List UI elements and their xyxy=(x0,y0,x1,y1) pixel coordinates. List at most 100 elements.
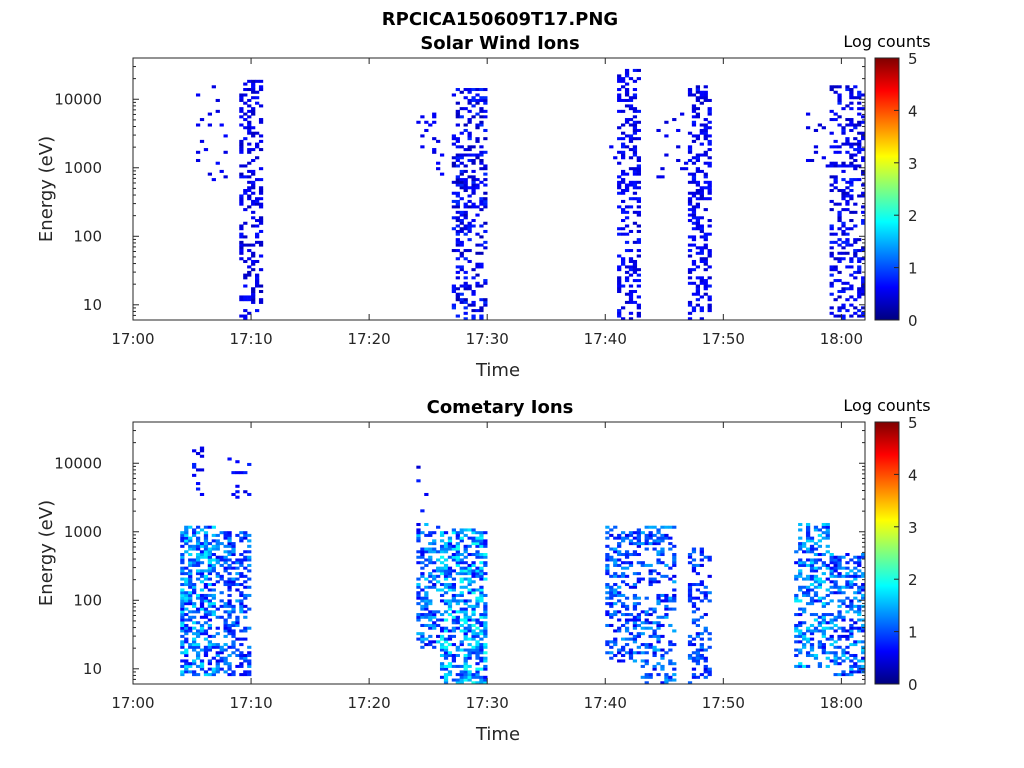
heatmap-cell xyxy=(203,577,209,581)
heatmap-cell xyxy=(428,547,433,551)
heatmap-cell xyxy=(833,640,838,644)
heatmap-cell xyxy=(459,681,464,685)
heatmap-cell xyxy=(703,128,708,132)
heatmap-cell xyxy=(617,183,622,187)
heatmap-cell xyxy=(243,295,248,299)
heatmap-cell xyxy=(483,115,488,119)
heatmap-cell xyxy=(463,547,468,551)
heatmap-cell xyxy=(687,243,693,247)
heatmap-cell xyxy=(247,197,252,201)
heatmap-cell xyxy=(632,191,638,195)
heatmap-cell xyxy=(861,107,866,111)
heatmap-cell xyxy=(455,550,460,554)
heatmap-cell xyxy=(199,580,205,584)
heatmap-cell xyxy=(699,317,704,321)
heatmap-cell xyxy=(436,618,441,622)
heatmap-cell xyxy=(805,522,811,527)
heatmap-cell xyxy=(459,298,464,302)
heatmap-cell xyxy=(184,626,189,630)
heatmap-cell xyxy=(821,522,826,527)
heatmap-cell xyxy=(247,492,252,496)
heatmap-cell xyxy=(861,131,866,135)
heatmap-cell xyxy=(207,112,213,116)
heatmap-cell xyxy=(483,623,488,627)
heatmap-cell xyxy=(447,544,453,548)
heatmap-cell xyxy=(632,167,638,171)
heatmap-cell xyxy=(439,531,445,535)
heatmap-cell xyxy=(479,585,484,589)
heatmap-cell xyxy=(825,536,830,540)
heatmap-cell xyxy=(691,618,697,622)
heatmap-cell xyxy=(605,525,610,529)
heatmap-cell xyxy=(621,531,626,535)
heatmap-cell xyxy=(841,555,846,559)
heatmap-cell xyxy=(192,610,197,614)
heatmap-cell xyxy=(605,563,610,567)
heatmap-cell xyxy=(652,547,657,551)
heatmap-cell xyxy=(821,629,826,633)
heatmap-cell xyxy=(652,542,657,546)
heatmap-cell xyxy=(239,93,244,97)
heatmap-cell xyxy=(833,178,838,182)
heatmap-cell xyxy=(443,563,449,567)
heatmap-cell xyxy=(837,613,842,617)
heatmap-cell xyxy=(845,180,850,184)
heatmap-cell xyxy=(207,602,213,606)
heatmap-cell xyxy=(247,148,252,152)
heatmap-cell xyxy=(432,574,437,578)
heatmap-cell xyxy=(243,137,248,141)
heatmap-cell xyxy=(703,629,708,633)
heatmap-cell xyxy=(813,561,819,565)
heatmap-cell xyxy=(451,599,457,603)
heatmap-cell xyxy=(861,659,866,663)
heatmap-cell xyxy=(691,659,697,663)
heatmap-cell xyxy=(672,662,677,666)
heatmap-cell xyxy=(660,648,665,652)
heatmap-cell xyxy=(195,563,201,567)
heatmap-cell xyxy=(247,128,252,132)
heatmap-cell xyxy=(247,131,252,135)
heatmap-cell xyxy=(439,653,445,658)
heatmap-cell xyxy=(432,137,437,141)
heatmap-cell xyxy=(853,572,858,576)
heatmap-cell xyxy=(632,268,638,272)
heatmap-cell xyxy=(845,585,850,589)
heatmap-cell xyxy=(849,142,854,146)
heatmap-cell xyxy=(636,306,641,310)
heatmap-cell xyxy=(451,137,457,141)
heatmap-cell xyxy=(813,580,819,584)
heatmap-cell xyxy=(463,107,468,111)
heatmap-cell xyxy=(613,629,618,633)
heatmap-cell xyxy=(668,577,673,581)
heatmap-cell xyxy=(239,610,244,614)
heatmap-cell xyxy=(825,613,830,617)
heatmap-cell xyxy=(617,311,622,315)
heatmap-cell xyxy=(455,137,460,141)
heatmap-cell xyxy=(695,276,701,280)
heatmap-cell xyxy=(628,613,634,617)
heatmap-cell xyxy=(648,536,653,540)
heatmap-cell xyxy=(632,615,638,619)
heatmap-cell xyxy=(853,577,858,581)
heatmap-cell xyxy=(416,533,421,537)
heatmap-cell xyxy=(247,593,252,597)
heatmap-cell xyxy=(247,653,252,658)
heatmap-cell xyxy=(809,588,815,592)
heatmap-cell xyxy=(439,569,445,573)
heatmap-cell xyxy=(640,632,645,636)
heatmap-cell xyxy=(247,249,252,253)
heatmap-cell xyxy=(605,536,610,540)
heatmap-cell xyxy=(853,311,858,315)
heatmap-cell xyxy=(861,120,866,124)
heatmap-cell xyxy=(644,645,649,649)
heatmap-cell xyxy=(857,96,862,100)
heatmap-cell xyxy=(691,123,697,127)
heatmap-cell xyxy=(849,670,854,674)
heatmap-cell xyxy=(845,553,850,557)
heatmap-cell xyxy=(845,580,850,584)
heatmap-cell xyxy=(258,205,264,209)
heatmap-cell xyxy=(199,574,205,578)
heatmap-cell xyxy=(691,604,697,608)
heatmap-cell xyxy=(640,626,645,630)
heatmap-cell xyxy=(184,613,189,617)
